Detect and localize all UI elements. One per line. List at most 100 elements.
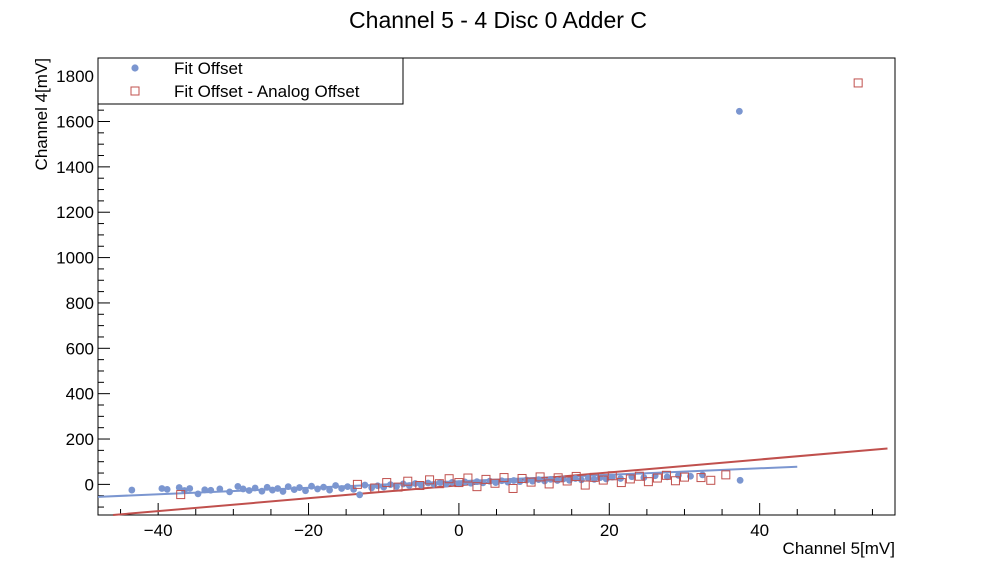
data-point-fit-offset — [374, 482, 382, 490]
data-point-analog — [696, 473, 706, 483]
data-point-fit-offset — [338, 485, 346, 492]
data-point-analog — [472, 482, 482, 492]
data-point-fit-offset — [368, 484, 376, 492]
data-point-fit-offset — [269, 486, 276, 494]
data-point-fit-offset — [274, 485, 282, 492]
data-point-fit-offset — [226, 488, 233, 496]
data-point-fit-offset — [554, 477, 561, 484]
data-point-fit-offset — [158, 485, 166, 492]
data-point-analog — [382, 478, 392, 488]
data-point-fit-offset — [216, 485, 224, 493]
data-point-fit-offset — [380, 483, 388, 491]
y-tick-label: 600 — [66, 339, 94, 358]
data-point-fit-offset — [504, 478, 512, 486]
data-point-analog — [393, 482, 403, 492]
data-point-fit-offset — [290, 486, 298, 493]
legend-marker-fit-offset — [131, 64, 139, 72]
data-point-analog — [571, 471, 581, 481]
data-point-fit-offset — [239, 485, 247, 493]
data-point-fit-offset — [350, 485, 358, 493]
data-point-fit-offset — [430, 480, 438, 488]
data-point-analog — [434, 479, 444, 489]
data-point-analog — [607, 471, 617, 481]
x-tick-label: 40 — [750, 521, 769, 540]
data-point-fit-offset — [436, 479, 444, 486]
data-point-analog — [562, 476, 572, 486]
legend-label-analog: Fit Offset - Analog Offset — [174, 82, 360, 101]
data-point-fit-offset — [320, 483, 327, 491]
data-point-analog — [176, 490, 186, 500]
y-tick-label: 200 — [66, 430, 94, 449]
data-point-fit-offset — [361, 481, 369, 489]
data-point-fit-offset — [207, 486, 215, 494]
data-point-analog — [425, 475, 435, 485]
x-tick-label: −40 — [144, 521, 173, 540]
data-point-analog — [370, 483, 380, 493]
data-point-fit-offset — [510, 477, 518, 484]
data-point-fit-offset — [399, 480, 407, 488]
data-point-analog — [643, 477, 653, 487]
data-point-analog — [454, 478, 464, 488]
data-point-analog — [580, 480, 590, 490]
data-point-analog — [415, 481, 425, 491]
data-point-fit-offset — [640, 474, 648, 481]
data-point-analog — [679, 472, 689, 482]
data-point-analog — [670, 476, 680, 486]
data-point-analog — [634, 471, 644, 481]
data-point-analog — [625, 474, 635, 484]
data-point-fit-offset — [308, 482, 315, 490]
data-point-fit-offset — [735, 107, 743, 115]
data-point-fit-offset — [175, 484, 183, 491]
x-tick-label: 0 — [454, 521, 463, 540]
data-point-fit-offset — [186, 485, 194, 492]
data-point-fit-offset — [234, 483, 242, 490]
data-point-fit-offset — [736, 476, 744, 484]
data-point-fit-offset — [541, 477, 549, 485]
data-point-analog — [553, 473, 563, 483]
data-point-fit-offset — [245, 487, 253, 494]
data-point-fit-offset — [424, 479, 432, 487]
data-point-fit-offset — [194, 490, 202, 498]
data-point-analog — [616, 478, 626, 488]
data-point-analog — [517, 473, 527, 483]
y-tick-label: 0 — [85, 475, 94, 494]
data-point-fit-offset — [302, 487, 309, 495]
data-point-analog — [706, 475, 716, 485]
data-point-fit-offset — [284, 483, 292, 491]
data-point-analog — [499, 473, 509, 483]
data-point-analog — [853, 78, 863, 88]
data-point-fit-offset — [263, 483, 271, 491]
data-point-analog — [598, 475, 608, 485]
y-tick-label: 1200 — [56, 203, 94, 222]
data-point-fit-offset — [128, 486, 136, 494]
y-tick-label: 1800 — [56, 67, 94, 86]
data-point-fit-offset — [163, 485, 171, 493]
data-point-fit-offset — [344, 483, 352, 491]
data-point-fit-offset — [279, 488, 287, 495]
data-point-analog — [652, 473, 662, 483]
data-point-analog — [544, 479, 554, 489]
data-point-analog — [661, 470, 671, 480]
axes: −40 −20 0 20 4002004006008001000120014001600… — [56, 64, 873, 540]
data-point-fit-offset — [455, 480, 463, 488]
data-point-analog — [463, 473, 473, 483]
data-point-fit-offset — [417, 481, 425, 489]
data-point-analog — [589, 472, 599, 482]
chart-title: Channel 5 - 4 Disc 0 Adder C — [349, 7, 647, 33]
data-point-fit-offset — [332, 482, 339, 489]
legend: Fit Offset Fit Offset - Analog Offset — [97, 57, 404, 105]
y-tick-label: 1000 — [56, 249, 94, 268]
data-point-analog — [481, 474, 491, 484]
data-point-fit-offset — [251, 484, 259, 492]
x-axis-label: Channel 5[mV] — [783, 539, 895, 558]
data-point-analog — [490, 478, 500, 488]
y-tick-label: 800 — [66, 294, 94, 313]
data-point-analog — [721, 470, 731, 480]
legend-marker-analog — [130, 86, 140, 96]
data-point-fit-offset — [356, 491, 364, 499]
data-point-fit-offset — [608, 473, 616, 481]
data-point-fit-offset — [473, 478, 481, 486]
legend-box — [97, 57, 404, 105]
data-point-fit-offset — [663, 473, 671, 481]
